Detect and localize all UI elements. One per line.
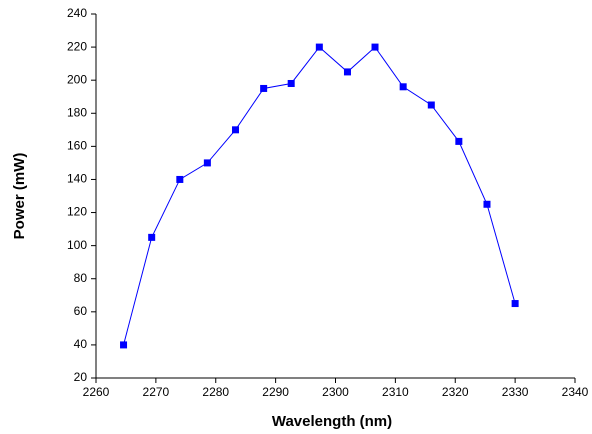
x-tick-label: 2330	[502, 385, 529, 399]
data-point	[260, 84, 268, 92]
data-point	[315, 43, 323, 51]
data-point	[371, 43, 379, 51]
y-tick-label: 20	[74, 370, 88, 384]
y-tick-label: 160	[67, 139, 87, 153]
data-point	[427, 101, 435, 109]
y-tick-label: 80	[74, 271, 88, 285]
x-tick-label: 2310	[382, 385, 409, 399]
y-axis-title: Power (mW)	[11, 153, 28, 240]
x-tick-label: 2340	[562, 385, 589, 399]
data-point	[287, 79, 295, 87]
data-point	[232, 126, 240, 134]
data-point	[343, 68, 351, 76]
data-point	[176, 175, 184, 183]
y-tick-label: 60	[74, 304, 88, 318]
data-point	[148, 233, 156, 241]
series-line	[123, 46, 516, 346]
y-tick-label: 180	[67, 105, 87, 119]
y-tick-label: 200	[67, 72, 87, 86]
data-point	[511, 300, 519, 308]
y-tick-label: 240	[67, 6, 87, 20]
y-tick-label: 220	[67, 39, 87, 53]
data-point	[120, 341, 128, 349]
y-tick-label: 100	[67, 238, 87, 252]
data-point	[483, 200, 491, 208]
x-tick-label: 2270	[143, 385, 170, 399]
data-point	[203, 159, 211, 167]
x-tick-label: 2300	[322, 385, 349, 399]
x-tick-label: 2260	[83, 385, 110, 399]
data-point	[455, 137, 463, 145]
data-point	[399, 83, 407, 91]
x-tick-label: 2280	[202, 385, 229, 399]
x-axis-title: Wavelength (nm)	[272, 413, 392, 430]
x-tick-label: 2290	[262, 385, 289, 399]
y-tick-label: 40	[74, 337, 88, 351]
y-tick-label: 120	[67, 205, 87, 219]
x-tick-label: 2320	[442, 385, 469, 399]
y-tick-label: 140	[67, 172, 87, 186]
